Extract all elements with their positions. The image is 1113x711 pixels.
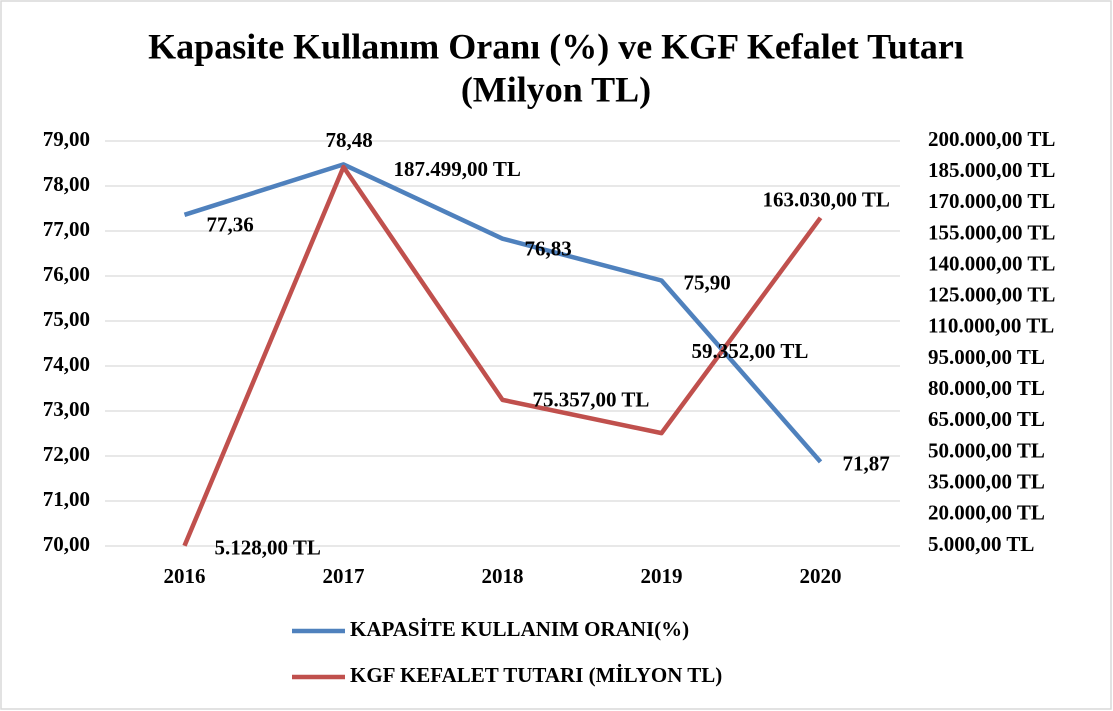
y-tick-label: 72,00 [43, 442, 90, 466]
x-tick-label: 2017 [323, 564, 365, 588]
y-tick-label: 75,00 [43, 307, 90, 331]
chart-title: (Milyon TL) [461, 69, 651, 109]
x-tick-label: 2016 [164, 564, 206, 588]
data-label: 75,90 [684, 270, 731, 294]
y-tick-label: 76,00 [43, 262, 90, 286]
data-label: 5.128,00 TL [215, 536, 321, 560]
x-tick-label: 2020 [800, 564, 842, 588]
y2-tick-label: 110.000,00 TL [928, 314, 1054, 338]
y2-tick-label: 140.000,00 TL [928, 251, 1055, 275]
y2-tick-label: 80.000,00 TL [928, 376, 1045, 400]
y2-tick-label: 95.000,00 TL [928, 345, 1045, 369]
y2-tick-label: 5.000,00 TL [928, 532, 1034, 556]
y2-tick-label: 50.000,00 TL [928, 438, 1045, 462]
data-label: 163.030,00 TL [763, 188, 890, 212]
data-label: 71,87 [843, 452, 890, 476]
series-line [182, 164, 823, 547]
y-tick-label: 78,00 [43, 172, 90, 196]
y-tick-label: 77,00 [43, 217, 90, 241]
data-label: 75.357,00 TL [533, 388, 650, 412]
y2-tick-label: 170.000,00 TL [928, 189, 1055, 213]
y-tick-label: 70,00 [43, 532, 90, 556]
data-label: 76,83 [525, 236, 572, 260]
y2-tick-label: 20.000,00 TL [928, 501, 1045, 525]
y-tick-label: 73,00 [43, 397, 90, 421]
legend-label: KGF KEFALET TUTARI (MİLYON TL) [350, 663, 722, 687]
x-tick-label: 2019 [641, 564, 683, 588]
y-tick-label: 71,00 [43, 487, 90, 511]
y2-tick-label: 125.000,00 TL [928, 283, 1055, 307]
y-tick-label: 74,00 [43, 352, 90, 376]
y2-tick-label: 155.000,00 TL [928, 220, 1055, 244]
data-label: 78,48 [326, 128, 373, 152]
y2-tick-label: 65.000,00 TL [928, 407, 1045, 431]
data-label: 59.352,00 TL [692, 339, 809, 363]
chart-title: Kapasite Kullanım Oranı (%) ve KGF Kefal… [148, 26, 964, 66]
y2-tick-label: 185.000,00 TL [928, 158, 1055, 182]
y2-tick-label: 35.000,00 TL [928, 470, 1045, 494]
data-label: 187.499,00 TL [394, 157, 521, 181]
legend-label: KAPASİTE KULLANIM ORANI(%) [350, 617, 689, 641]
x-tick-label: 2018 [482, 564, 524, 588]
y-tick-label: 79,00 [43, 127, 90, 151]
data-label: 77,36 [207, 213, 254, 237]
series-line [183, 162, 823, 464]
y2-tick-label: 200.000,00 TL [928, 127, 1055, 151]
